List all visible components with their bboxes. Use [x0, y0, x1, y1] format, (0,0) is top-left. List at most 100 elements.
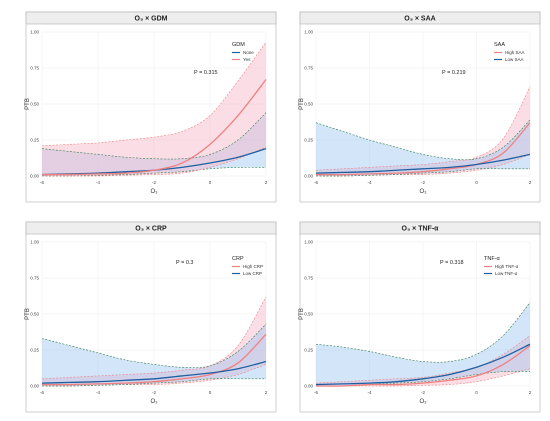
y-tick-label: 0.00 — [30, 384, 39, 389]
p-value: P = 0.3 — [176, 260, 193, 266]
x-tick-label: -4 — [367, 180, 371, 185]
x-tick-label: 2 — [529, 180, 532, 185]
panel-title: O₃ × CRP — [135, 226, 167, 233]
legend-title: CRP — [232, 256, 244, 262]
chart-panel-3: O₃ × CRP 0.00 0.25 0.50 0.75 1.00 -6 -4 -2 0 2 O₃ PT… — [25, 221, 277, 413]
legend-label: High TNF-α — [495, 264, 519, 269]
panel-title: O₃ × TNF-α — [402, 226, 440, 233]
y-tick-label: 0.50 — [30, 312, 39, 317]
ci-band-2 — [316, 302, 530, 387]
chart-panel-2: O₃ × SAA 0.00 0.25 0.50 0.75 1.00 -6 -4 -2 0 2 O₃ PT… — [299, 11, 541, 203]
ci-band-2 — [42, 42, 266, 177]
x-tick-label: -2 — [152, 180, 156, 185]
ci-upper-2 — [41, 323, 267, 368]
y-tick-label: 0.00 — [30, 174, 39, 179]
x-tick-label: -2 — [152, 390, 156, 395]
legend-label: Low SAA — [505, 57, 524, 62]
legend-label: None — [243, 50, 254, 55]
panel-title-strip — [299, 221, 541, 235]
series-line-1 — [41, 333, 267, 386]
x-tick-label: 0 — [475, 180, 478, 185]
p-value: P = 0.318 — [440, 260, 464, 266]
y-tick-label: 0.75 — [304, 66, 313, 71]
x-tick-label: -2 — [421, 390, 425, 395]
legend-title: SAA — [494, 42, 505, 48]
y-axis-label: PTB — [25, 308, 31, 320]
x-tick-label: -4 — [367, 390, 371, 395]
x-axis-label: O₃ — [150, 399, 158, 405]
legend-label: Yes — [243, 57, 251, 62]
panel-title-strip — [25, 221, 277, 235]
legend-title: TNF-α — [484, 256, 501, 262]
ci-upper-2 — [41, 41, 267, 147]
x-tick-label: -2 — [421, 180, 425, 185]
y-tick-label: 0.75 — [304, 276, 313, 281]
ci-lower-2 — [41, 378, 266, 387]
legend: CRP High CRP Low CRP — [232, 256, 263, 276]
series-line-1 — [315, 122, 531, 176]
series-line-2 — [41, 360, 267, 384]
x-tick-label: 2 — [265, 390, 268, 395]
ci-band-1 — [316, 335, 530, 387]
y-tick-label: 1.00 — [304, 30, 313, 35]
y-tick-label: 0.50 — [304, 102, 313, 107]
x-tick-label: 2 — [265, 180, 268, 185]
ci-upper-2 — [315, 302, 531, 363]
panel-title: O₃ × GDM — [135, 16, 168, 23]
x-tick-label: 2 — [529, 390, 532, 395]
legend-title: GDM — [232, 42, 245, 48]
chart-panel-1: O₃ × GDM 0.00 0.25 0.50 0.75 1.00 -6 -4 -2 0 2 O₃ PT… — [25, 11, 277, 203]
y-tick-label: 0.25 — [30, 138, 39, 143]
panel-frame — [299, 11, 541, 203]
series-line-1 — [315, 345, 531, 387]
ci-lower-1 — [316, 368, 531, 387]
legend: GDM None Yes — [232, 42, 254, 62]
ci-upper-1 — [41, 296, 267, 380]
x-tick-label: -6 — [40, 390, 44, 395]
x-tick-label: 0 — [475, 390, 478, 395]
p-value: P = 0.219 — [442, 70, 466, 76]
chart-panel-4: O₃ × TNF-α 0.00 0.25 0.50 0.75 1.00 -6 -4 -2 0 2 O₃… — [299, 221, 541, 413]
y-axis-label: PTB — [25, 98, 31, 110]
ci-upper-1 — [41, 112, 267, 160]
ci-lower-2 — [315, 371, 531, 387]
x-tick-label: 0 — [209, 180, 212, 185]
ci-band-2 — [42, 324, 266, 387]
x-tick-label: -4 — [96, 180, 100, 185]
ci-band-2 — [316, 119, 530, 177]
y-tick-label: 0.50 — [304, 312, 313, 317]
ci-lower-1 — [315, 154, 531, 177]
y-tick-label: 0.25 — [304, 138, 313, 143]
y-tick-label: 0.25 — [30, 348, 39, 353]
ci-band-1 — [42, 112, 266, 177]
panel-title-strip — [25, 11, 277, 25]
x-tick-label: -6 — [314, 390, 318, 395]
x-tick-label: -6 — [314, 180, 318, 185]
legend-label: High SAA — [505, 50, 525, 55]
ci-upper-2 — [315, 119, 531, 161]
ci-upper-1 — [315, 335, 531, 384]
x-axis-label: O₃ — [419, 189, 427, 195]
x-axis-label: O₃ — [419, 399, 427, 405]
legend-label: Low CRP — [243, 271, 262, 276]
legend-label: High CRP — [243, 264, 263, 269]
panel-frame — [25, 221, 277, 413]
series-line-2 — [315, 153, 531, 174]
y-tick-label: 1.00 — [30, 30, 39, 35]
y-tick-label: 0.00 — [304, 174, 313, 179]
x-tick-label: -6 — [40, 180, 44, 185]
panel-title-strip — [299, 11, 541, 25]
series-line-2 — [41, 79, 267, 176]
x-tick-label: -4 — [96, 390, 100, 395]
y-tick-label: 0.00 — [304, 384, 313, 389]
y-axis-label: PTB — [299, 308, 305, 320]
series-line-2 — [315, 343, 531, 386]
y-tick-label: 0.75 — [30, 276, 39, 281]
panel-frame — [299, 221, 541, 413]
y-tick-label: 0.25 — [304, 348, 313, 353]
y-tick-label: 0.75 — [30, 66, 39, 71]
y-tick-label: 1.00 — [30, 240, 39, 245]
legend-label: Low TNF-α — [495, 271, 518, 276]
y-axis-label: PTB — [299, 98, 305, 110]
